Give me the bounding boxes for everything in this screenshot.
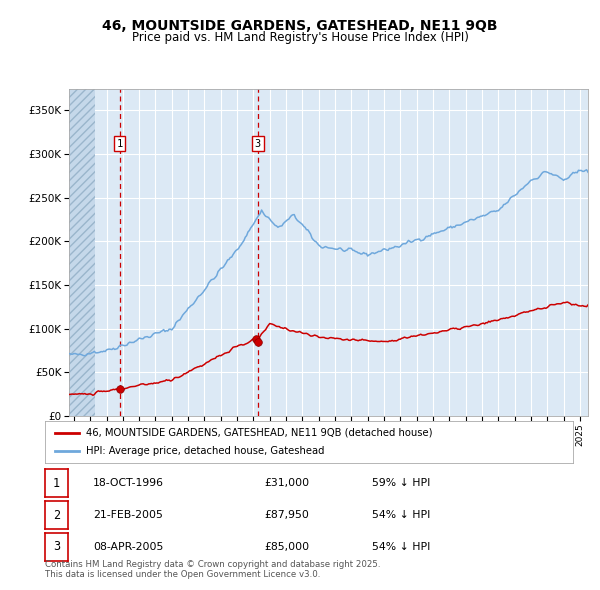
- Text: 46, MOUNTSIDE GARDENS, GATESHEAD, NE11 9QB: 46, MOUNTSIDE GARDENS, GATESHEAD, NE11 9…: [102, 19, 498, 33]
- Text: 59% ↓ HPI: 59% ↓ HPI: [372, 478, 430, 488]
- Bar: [69, 88, 95, 416]
- Text: 21-FEB-2005: 21-FEB-2005: [93, 510, 163, 520]
- Text: £87,950: £87,950: [264, 510, 309, 520]
- Text: Contains HM Land Registry data © Crown copyright and database right 2025.
This d: Contains HM Land Registry data © Crown c…: [45, 560, 380, 579]
- Text: 1: 1: [116, 139, 123, 149]
- Text: 2: 2: [53, 509, 60, 522]
- Text: £85,000: £85,000: [264, 542, 309, 552]
- Text: 3: 3: [255, 139, 261, 149]
- Text: 08-APR-2005: 08-APR-2005: [93, 542, 163, 552]
- Text: 1: 1: [53, 477, 60, 490]
- Text: Price paid vs. HM Land Registry's House Price Index (HPI): Price paid vs. HM Land Registry's House …: [131, 31, 469, 44]
- Text: 46, MOUNTSIDE GARDENS, GATESHEAD, NE11 9QB (detached house): 46, MOUNTSIDE GARDENS, GATESHEAD, NE11 9…: [86, 428, 433, 438]
- Text: 18-OCT-1996: 18-OCT-1996: [93, 478, 164, 488]
- Text: 54% ↓ HPI: 54% ↓ HPI: [372, 542, 430, 552]
- Text: 3: 3: [53, 540, 60, 553]
- Text: 54% ↓ HPI: 54% ↓ HPI: [372, 510, 430, 520]
- Text: £31,000: £31,000: [264, 478, 309, 488]
- Text: HPI: Average price, detached house, Gateshead: HPI: Average price, detached house, Gate…: [86, 446, 325, 456]
